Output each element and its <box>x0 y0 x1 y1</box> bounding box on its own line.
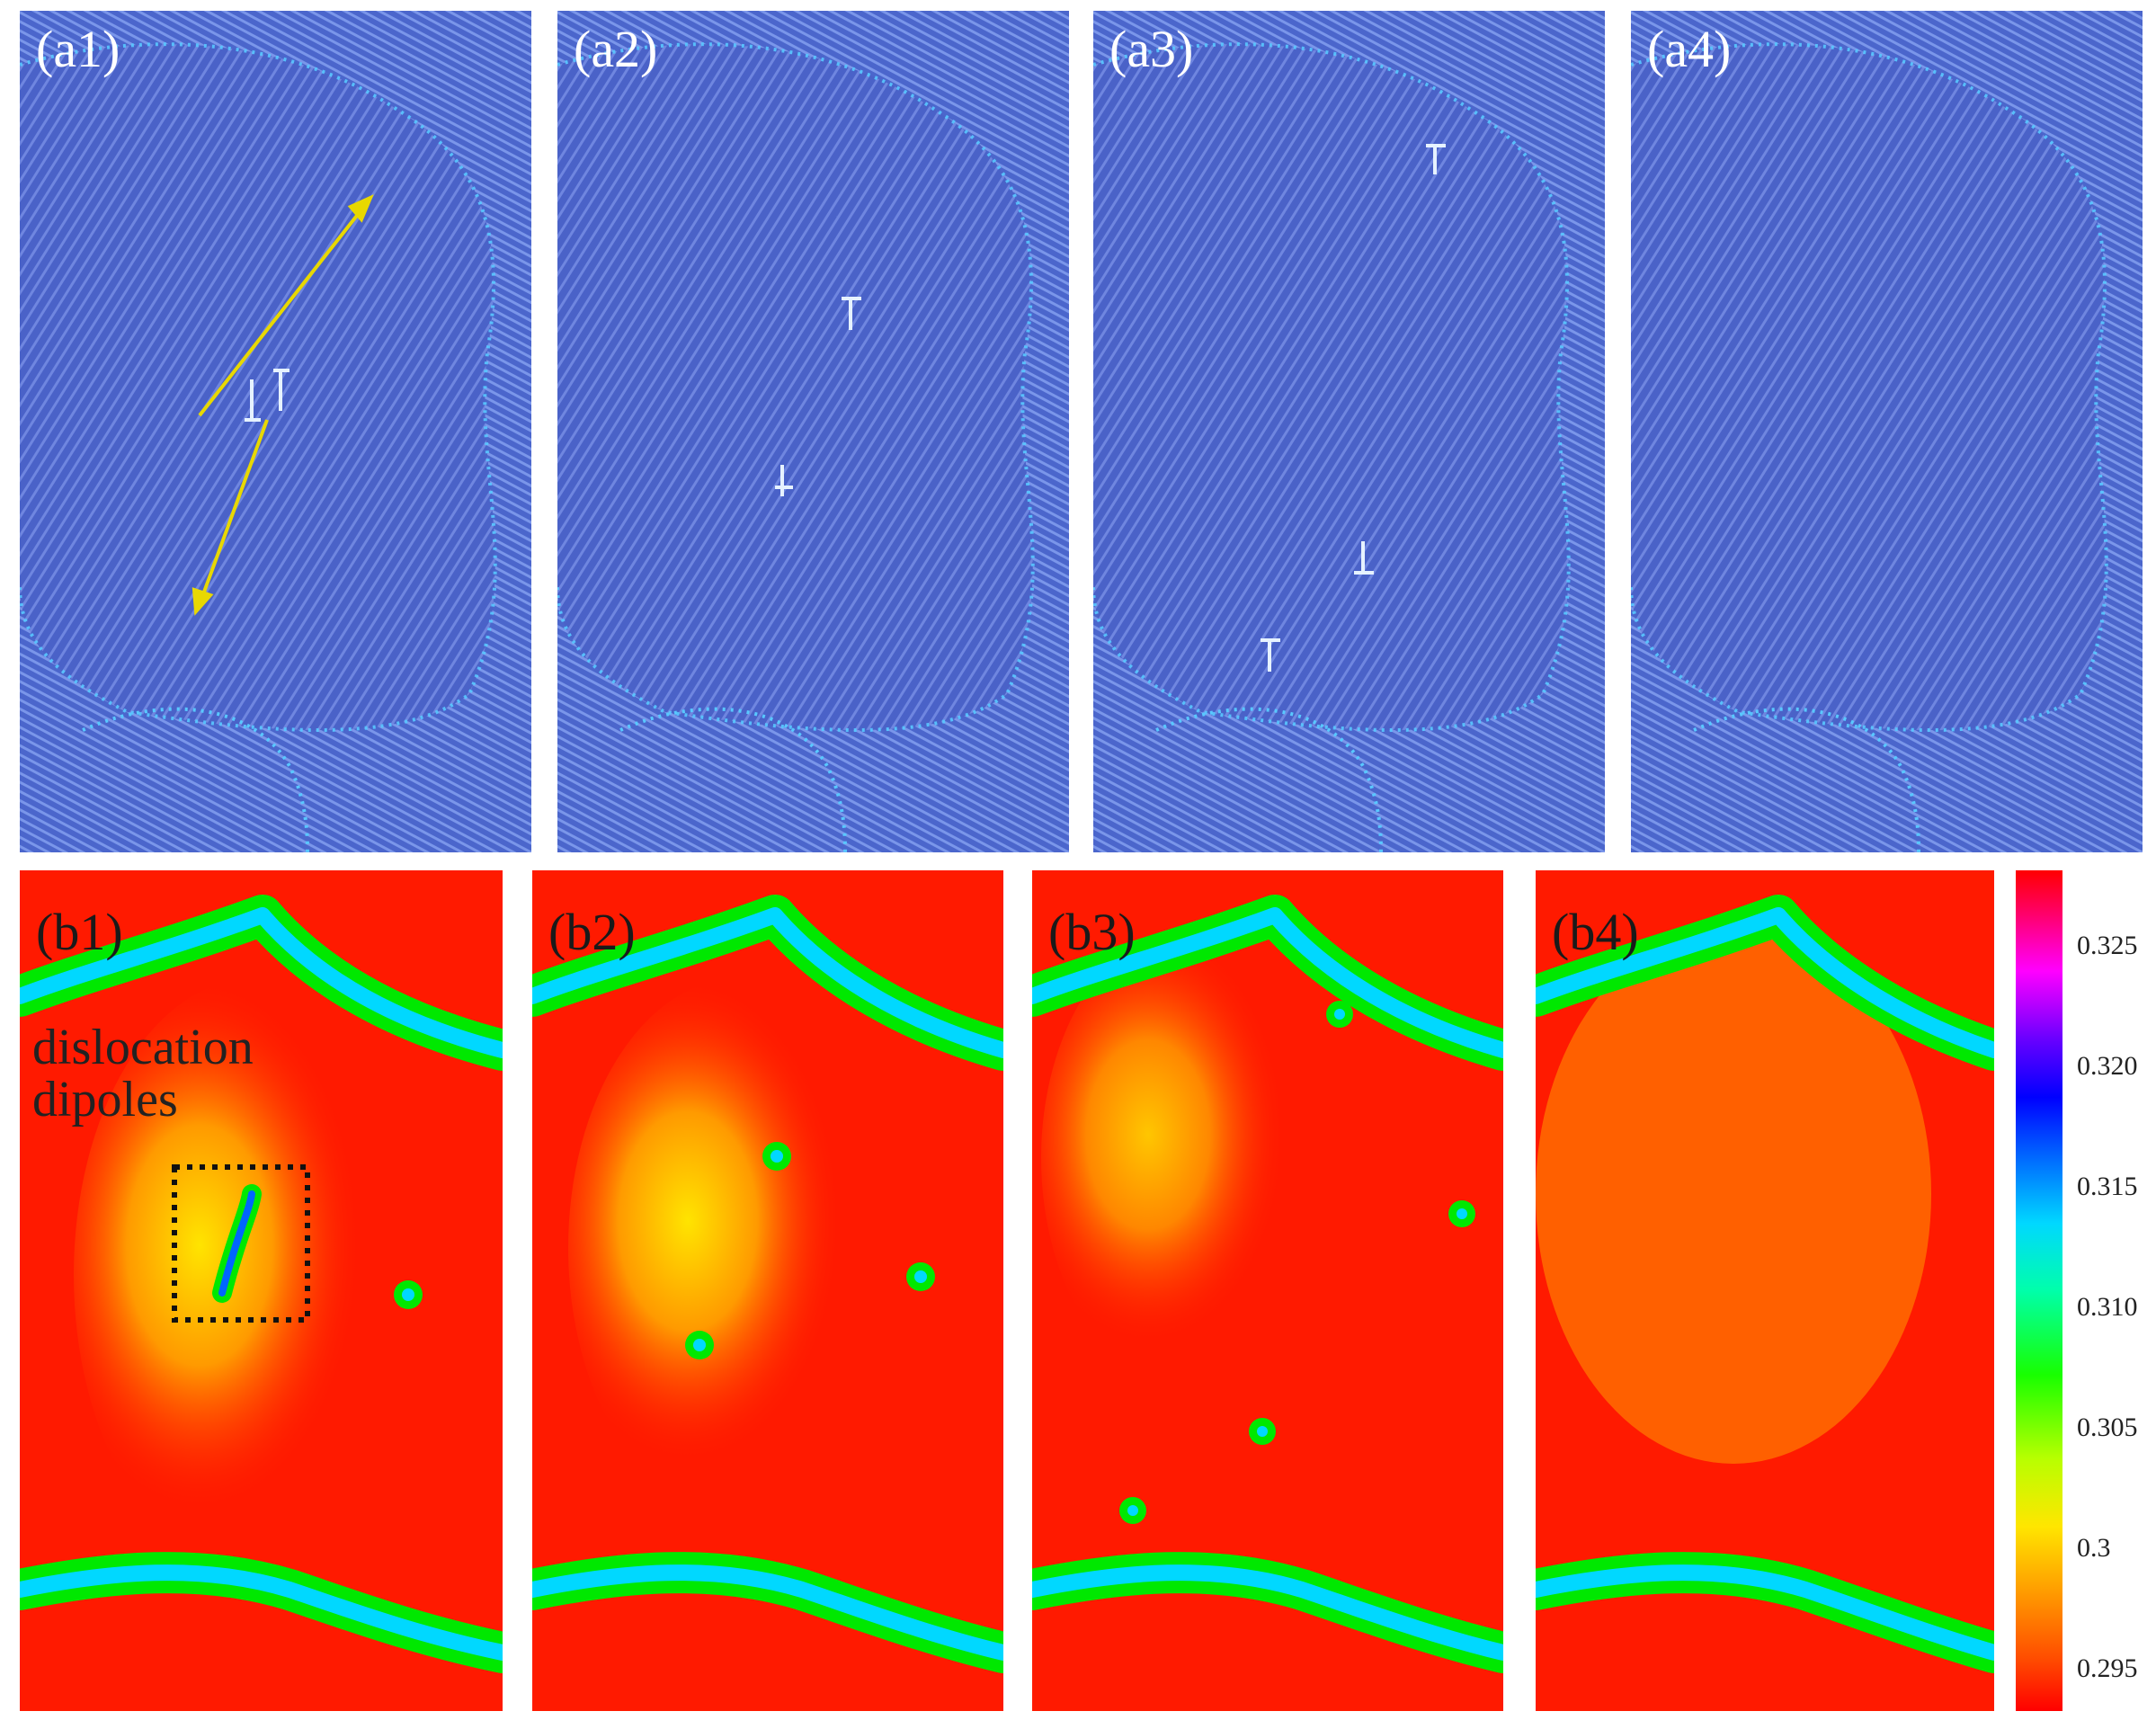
annotation-line-2: dipoles <box>32 1072 178 1127</box>
atomic-image-a4 <box>1631 11 2143 852</box>
panel-a3: (a3) <box>1093 11 1605 852</box>
panel-b1: (b1) dislocation dipoles <box>20 870 503 1711</box>
dislocation-dipoles-label: dislocation dipoles <box>32 1021 254 1126</box>
panel-label-b4: (b4) <box>1552 903 1639 961</box>
panel-label-b3: (b3) <box>1048 903 1136 961</box>
colorbar-tick: 0.315 <box>2077 1172 2138 1201</box>
panel-a1: (a1) <box>20 11 531 852</box>
panel-b2: (b2) <box>532 870 1003 1711</box>
dipole-box <box>172 1164 310 1323</box>
atomic-image-a2 <box>557 11 1069 852</box>
panel-a4: (a4) <box>1631 11 2143 852</box>
panel-a2: (a2) <box>557 11 1069 852</box>
panel-label-b1: (b1) <box>36 903 123 961</box>
colorbar-tick: 0.320 <box>2077 1051 2138 1081</box>
colorbar-tick: 0.295 <box>2077 1653 2138 1683</box>
colorbar-tick: 0.305 <box>2077 1413 2138 1442</box>
colorbar-tick: 0.3 <box>2077 1533 2111 1563</box>
atomic-image-a3 <box>1093 11 1605 852</box>
atomic-image-a1 <box>20 11 531 852</box>
panel-b3: (b3) <box>1032 870 1503 1711</box>
colorbar: 0.325 0.320 0.315 0.310 0.305 0.3 0.295 <box>2016 870 2138 1711</box>
field-map-b3 <box>1032 870 1503 1711</box>
field-map-b1 <box>20 870 503 1711</box>
panel-label-a2: (a2) <box>574 20 658 78</box>
colorbar-gradient <box>2016 870 2062 1711</box>
panel-label-a1: (a1) <box>36 20 120 78</box>
panel-b4: (b4) <box>1536 870 1994 1711</box>
colorbar-tick: 0.325 <box>2077 931 2138 960</box>
colorbar-tick: 0.310 <box>2077 1292 2138 1322</box>
field-map-b2 <box>532 870 1003 1711</box>
panel-label-b2: (b2) <box>548 903 636 961</box>
annotation-line-1: dislocation <box>32 1020 254 1075</box>
panel-label-a4: (a4) <box>1647 20 1732 78</box>
arrow-icon <box>192 194 374 616</box>
field-map-b4 <box>1536 870 1994 1711</box>
panel-label-a3: (a3) <box>1109 20 1194 78</box>
